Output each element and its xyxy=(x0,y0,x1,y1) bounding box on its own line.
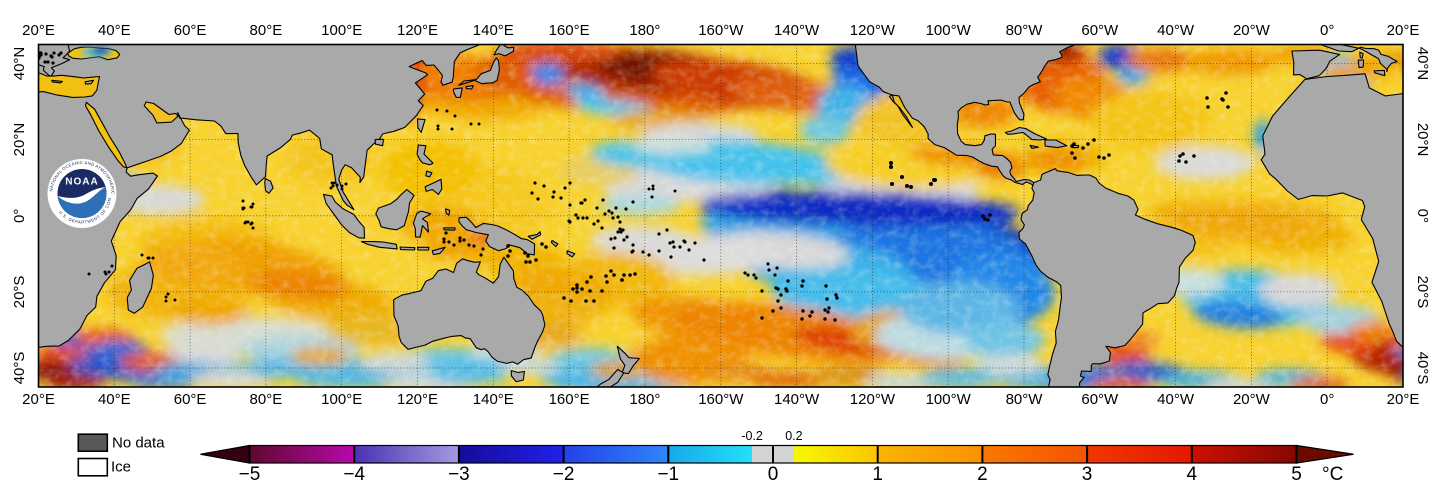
svg-text:40°N: 40°N xyxy=(11,47,28,81)
svg-text:60°E: 60°E xyxy=(174,22,207,39)
svg-text:60°W: 60°W xyxy=(1081,391,1119,408)
svg-text:°C: °C xyxy=(1322,464,1343,485)
svg-text:140°W: 140°W xyxy=(774,391,820,408)
svg-text:140°E: 140°E xyxy=(473,391,514,408)
svg-text:0°: 0° xyxy=(11,209,28,223)
svg-text:2: 2 xyxy=(977,464,988,485)
svg-text:-0.2: -0.2 xyxy=(741,429,763,443)
svg-text:1: 1 xyxy=(872,464,883,485)
svg-text:20°E: 20°E xyxy=(22,22,55,39)
svg-text:80°W: 80°W xyxy=(1006,22,1044,39)
svg-text:80°E: 80°E xyxy=(250,22,283,39)
svg-text:120°E: 120°E xyxy=(397,391,438,408)
svg-text:20°N: 20°N xyxy=(1414,123,1431,157)
svg-text:180°: 180° xyxy=(629,22,660,39)
svg-text:100°E: 100°E xyxy=(321,22,362,39)
svg-text:160°E: 160°E xyxy=(549,391,590,408)
svg-text:140°W: 140°W xyxy=(774,22,820,39)
svg-text:4: 4 xyxy=(1187,464,1198,485)
svg-text:Ice: Ice xyxy=(111,459,131,476)
svg-text:0°: 0° xyxy=(1320,391,1334,408)
svg-text:80°W: 80°W xyxy=(1006,391,1044,408)
svg-text:40°E: 40°E xyxy=(98,391,131,408)
svg-text:120°E: 120°E xyxy=(397,22,438,39)
svg-text:160°W: 160°W xyxy=(698,22,744,39)
svg-text:20°W: 20°W xyxy=(1233,391,1271,408)
svg-text:0: 0 xyxy=(768,464,779,485)
svg-text:−3: −3 xyxy=(448,464,470,485)
svg-text:140°E: 140°E xyxy=(473,22,514,39)
svg-text:−4: −4 xyxy=(343,464,365,485)
svg-text:0°: 0° xyxy=(1414,209,1431,223)
svg-text:20°S: 20°S xyxy=(1414,276,1431,309)
svg-text:80°E: 80°E xyxy=(250,391,283,408)
svg-text:−2: −2 xyxy=(553,464,575,485)
svg-text:160°E: 160°E xyxy=(549,22,590,39)
svg-text:−5: −5 xyxy=(239,464,261,485)
svg-text:100°E: 100°E xyxy=(321,391,362,408)
svg-text:40°S: 40°S xyxy=(1414,352,1431,385)
svg-text:100°W: 100°W xyxy=(926,391,972,408)
svg-text:No data: No data xyxy=(112,435,165,452)
svg-text:20°W: 20°W xyxy=(1233,22,1271,39)
svg-text:60°E: 60°E xyxy=(174,391,207,408)
svg-text:20°E: 20°E xyxy=(22,391,55,408)
svg-text:40°E: 40°E xyxy=(98,22,131,39)
svg-text:0.2: 0.2 xyxy=(785,429,802,443)
svg-text:3: 3 xyxy=(1082,464,1093,485)
svg-text:120°W: 120°W xyxy=(850,22,896,39)
svg-text:−1: −1 xyxy=(657,464,679,485)
svg-text:5: 5 xyxy=(1291,464,1302,485)
svg-text:100°W: 100°W xyxy=(926,22,972,39)
svg-text:NOAA: NOAA xyxy=(65,177,98,188)
svg-text:20°N: 20°N xyxy=(11,123,28,157)
svg-text:40°W: 40°W xyxy=(1157,391,1195,408)
svg-text:60°W: 60°W xyxy=(1081,22,1119,39)
svg-text:40°S: 40°S xyxy=(11,352,28,385)
svg-text:40°N: 40°N xyxy=(1414,47,1431,81)
svg-text:180°: 180° xyxy=(629,391,660,408)
svg-text:120°W: 120°W xyxy=(850,391,896,408)
svg-text:20°S: 20°S xyxy=(11,276,28,309)
svg-text:0°: 0° xyxy=(1320,22,1334,39)
svg-text:20°E: 20°E xyxy=(1387,22,1420,39)
svg-text:160°W: 160°W xyxy=(698,391,744,408)
svg-text:40°W: 40°W xyxy=(1157,22,1195,39)
svg-text:20°E: 20°E xyxy=(1387,391,1420,408)
